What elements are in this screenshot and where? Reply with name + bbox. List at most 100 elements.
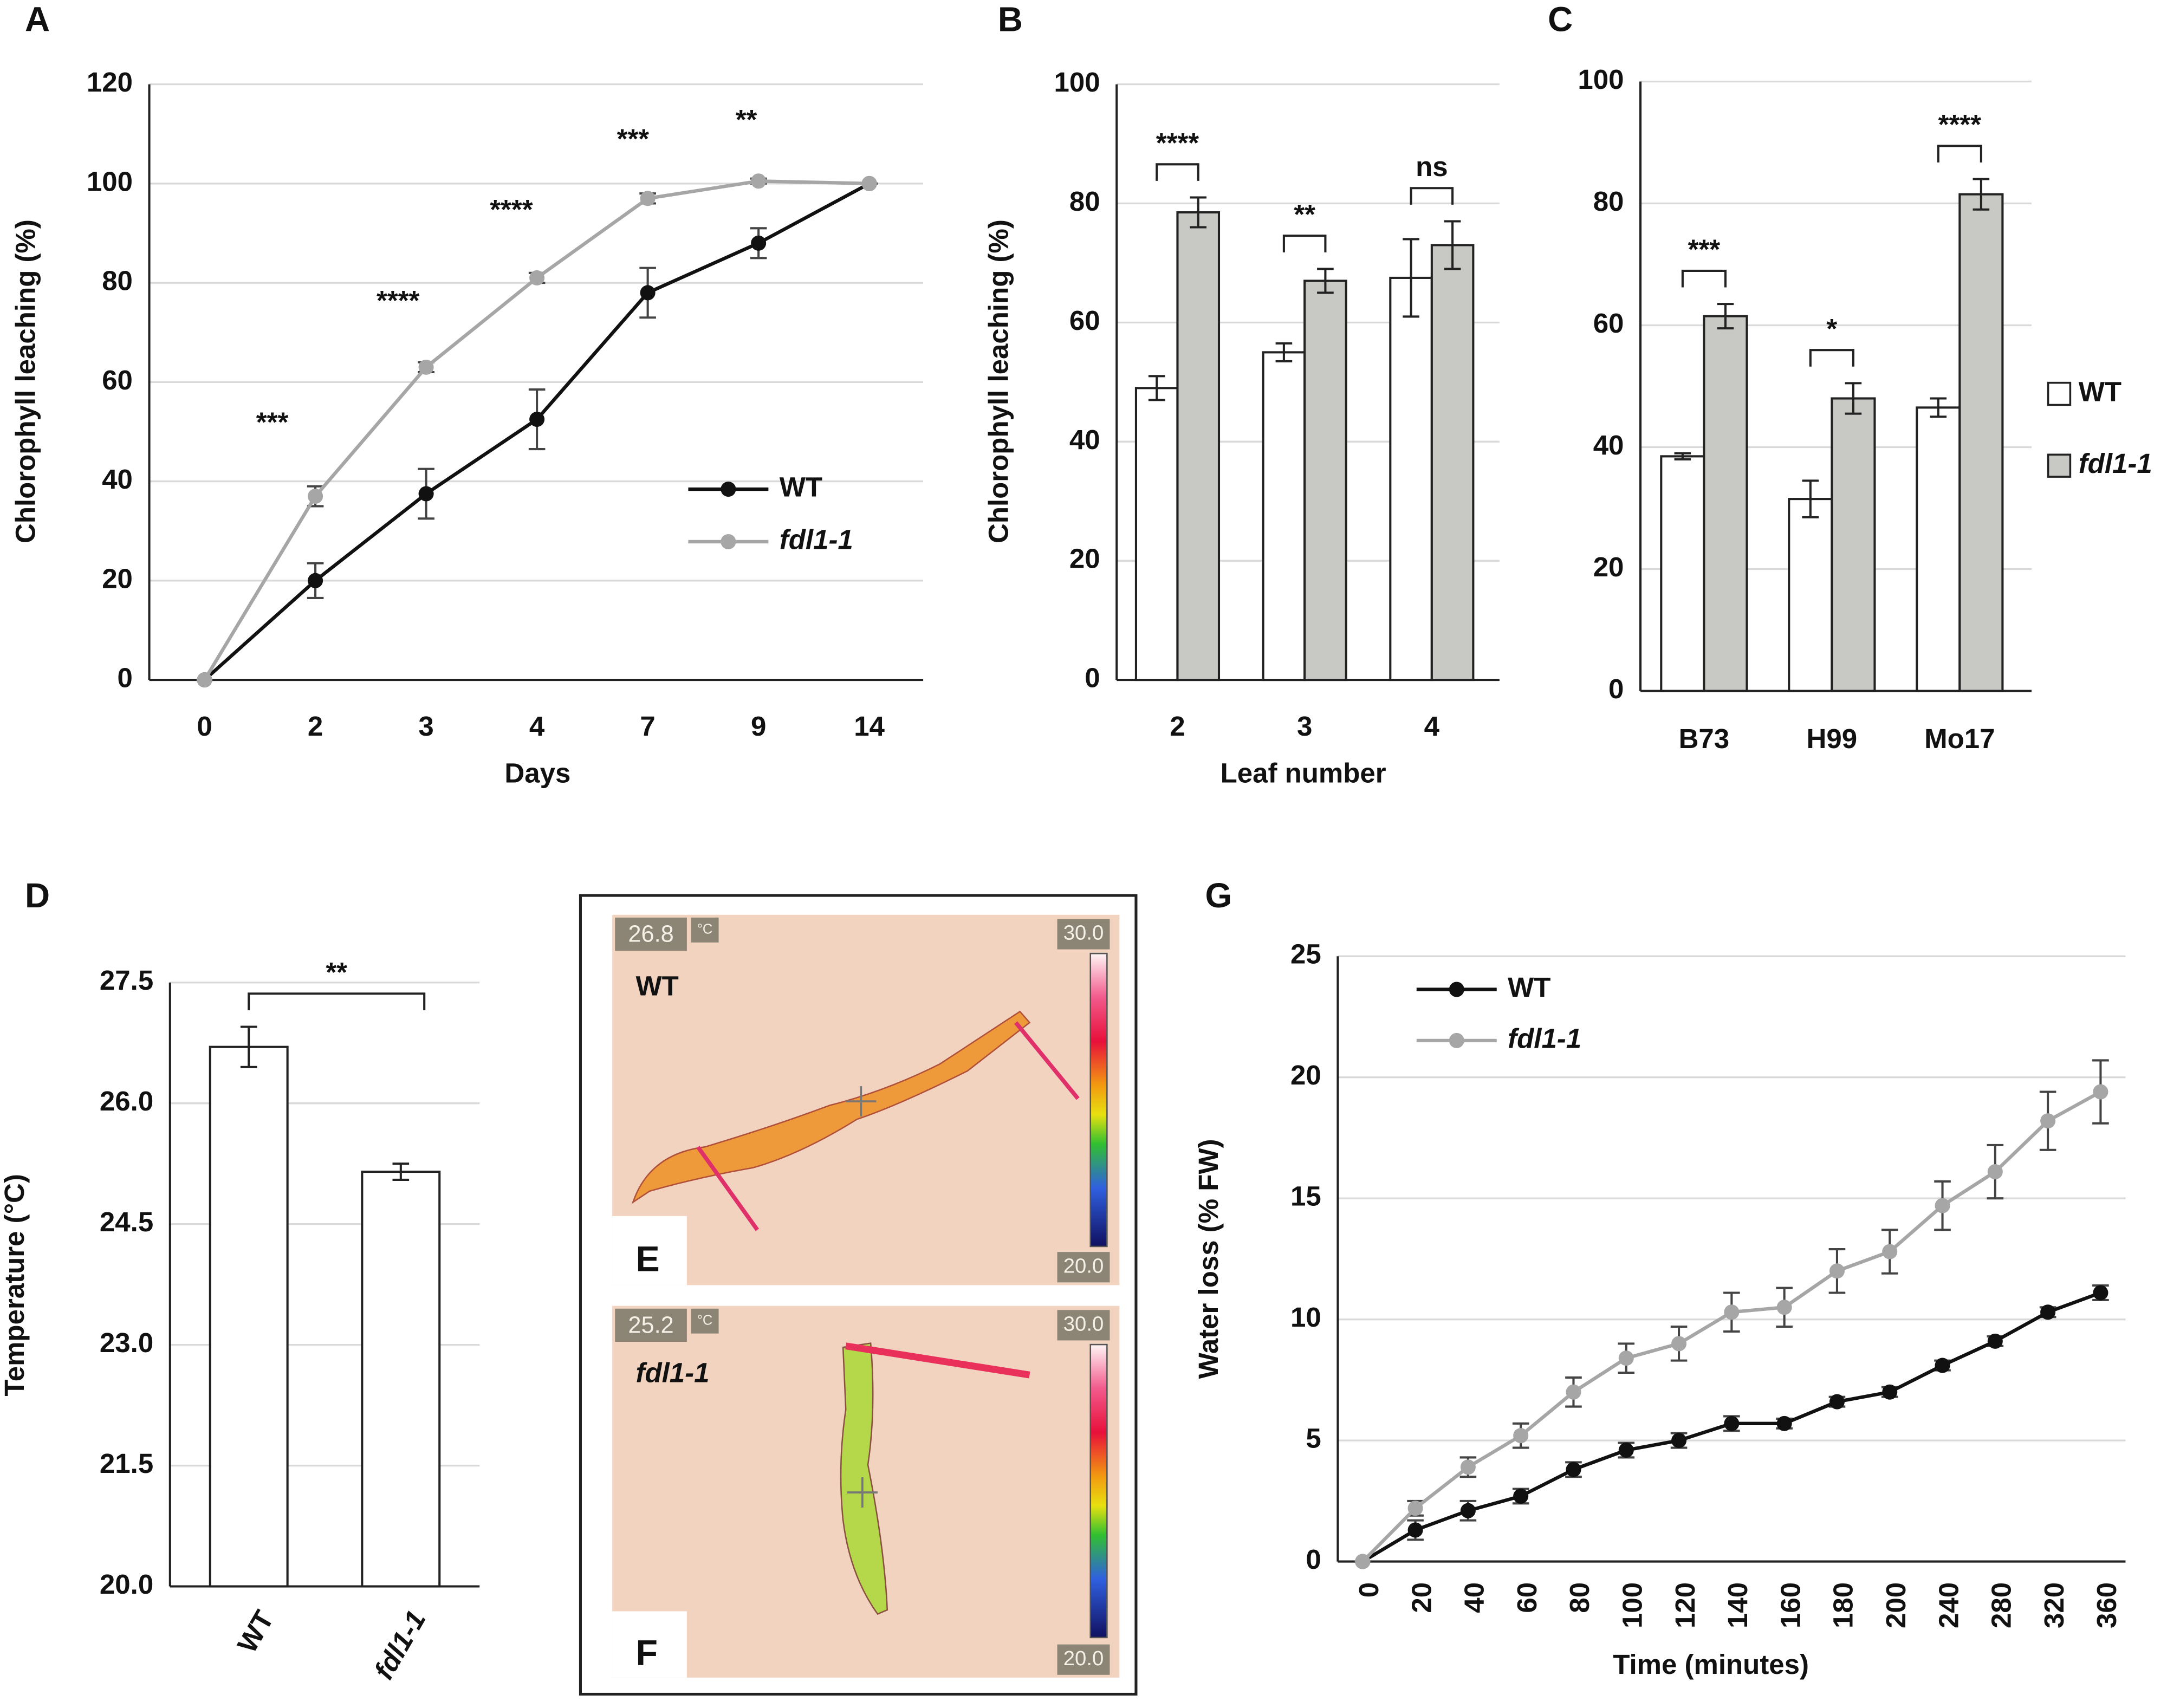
point: [1671, 1336, 1687, 1352]
bar: [209, 1045, 289, 1588]
significance-label: **: [326, 957, 347, 988]
panel-letter: C: [1548, 0, 1573, 39]
point: [1776, 1415, 1792, 1431]
bar: [1134, 387, 1179, 681]
temp-box: [615, 1308, 687, 1342]
point: [640, 285, 656, 301]
error-bar: [1190, 196, 1207, 229]
x-tick-label: 7: [640, 711, 655, 742]
color-bar: [1089, 952, 1108, 1248]
y-tick-label: 5: [1306, 1423, 1321, 1454]
error-bar: [1717, 303, 1734, 330]
point: [640, 191, 656, 206]
y-tick-label: 10: [1290, 1302, 1321, 1333]
crosshair: [846, 1086, 877, 1117]
scale-box: [1057, 1644, 1110, 1675]
y-tick-label: 100: [1578, 64, 1624, 95]
y-tick-label: 20: [1593, 551, 1624, 582]
legend-marker: [1449, 982, 1464, 997]
point: [1513, 1488, 1529, 1504]
point: [1987, 1164, 2003, 1180]
point: [861, 176, 877, 191]
point: [751, 235, 767, 251]
x-tick-label: fdl1-1: [368, 1605, 431, 1684]
legend-marker: [721, 534, 736, 550]
error-bar: [1973, 178, 1990, 211]
point: [1407, 1522, 1423, 1538]
x-tick-label: 160: [1775, 1582, 1806, 1628]
y-tick-label: 60: [102, 365, 133, 395]
x-tick-label: 3: [1297, 711, 1312, 742]
bar: [361, 1170, 441, 1588]
significance-label: ****: [1938, 109, 1982, 140]
point: [1513, 1428, 1529, 1444]
scale-max: 30.0: [1063, 921, 1104, 945]
bar: [1389, 276, 1433, 681]
error-bar: [1275, 342, 1293, 362]
x-tick-label: 9: [751, 711, 766, 742]
x-tick-label: WT: [231, 1605, 280, 1658]
error-bar: [392, 1163, 410, 1181]
y-tick-label: 0: [1608, 673, 1624, 704]
scale-min: 20.0: [1063, 1647, 1104, 1670]
point: [1776, 1300, 1792, 1315]
error-bar: [1674, 452, 1691, 461]
annotation: **: [736, 104, 757, 135]
scale-max: 30.0: [1063, 1312, 1104, 1335]
y-axis-label: Temperature (°C): [0, 1174, 30, 1397]
y-tick-label: 24.5: [100, 1206, 153, 1237]
y-tick-label: 0: [1085, 663, 1100, 693]
color-bar: [1089, 1343, 1108, 1639]
panel-letter: D: [25, 876, 50, 915]
significance-label: *: [1826, 313, 1837, 344]
point: [2040, 1304, 2056, 1320]
y-tick-label: 25: [1290, 939, 1321, 970]
unit-box: [691, 1308, 719, 1334]
x-tick-label: 360: [2091, 1582, 2122, 1628]
y-tick-label: 60: [1593, 308, 1624, 339]
significance-bracket: [1681, 269, 1727, 288]
point: [529, 270, 545, 285]
x-tick-label: 280: [1986, 1582, 2017, 1628]
legend-label: fdl1-1: [780, 524, 853, 555]
significance-bracket: [1937, 145, 1982, 163]
y-tick-label: 120: [87, 67, 133, 98]
x-tick-label: 120: [1670, 1582, 1701, 1628]
significance-bracket: [1282, 235, 1327, 252]
x-axis-label: Leaf number: [1221, 758, 1386, 789]
genotype: fdl1-1: [635, 1358, 709, 1388]
x-tick-label: 200: [1880, 1582, 1911, 1628]
y-axis-label: Water loss (% FW): [1193, 1139, 1224, 1379]
spot-temperature: 25.2: [628, 1312, 673, 1338]
y-tick-label: 40: [102, 464, 133, 495]
point: [418, 486, 434, 502]
bar: [1831, 397, 1876, 692]
unit: °C: [697, 922, 713, 937]
x-tick-label: 140: [1722, 1582, 1753, 1628]
x-tick-label: 240: [1933, 1582, 1964, 1628]
point: [308, 573, 323, 588]
point: [1618, 1350, 1634, 1366]
x-tick-label: 20: [1406, 1582, 1437, 1613]
y-tick-label: 15: [1290, 1181, 1321, 1212]
y-tick-label: 20.0: [100, 1569, 153, 1600]
x-tick-label: 4: [1424, 711, 1440, 742]
point: [197, 672, 212, 688]
legend-swatch: [2047, 453, 2072, 478]
x-tick-label: Mo17: [1924, 723, 1995, 754]
scale-box: [1057, 1310, 1110, 1341]
x-tick-label: 14: [854, 711, 885, 742]
y-tick-label: 100: [87, 166, 133, 197]
bar: [1430, 244, 1475, 681]
bar: [1703, 315, 1748, 692]
significance-bracket: [1410, 187, 1454, 205]
point: [1460, 1459, 1476, 1475]
x-tick-label: 180: [1828, 1582, 1859, 1628]
y-tick-label: 100: [1054, 67, 1100, 98]
unit-box: [691, 917, 719, 943]
point: [2093, 1285, 2108, 1301]
x-tick-label: 80: [1564, 1582, 1595, 1613]
x-tick-label: 0: [197, 711, 212, 742]
leaf-tip: [696, 1021, 1080, 1231]
